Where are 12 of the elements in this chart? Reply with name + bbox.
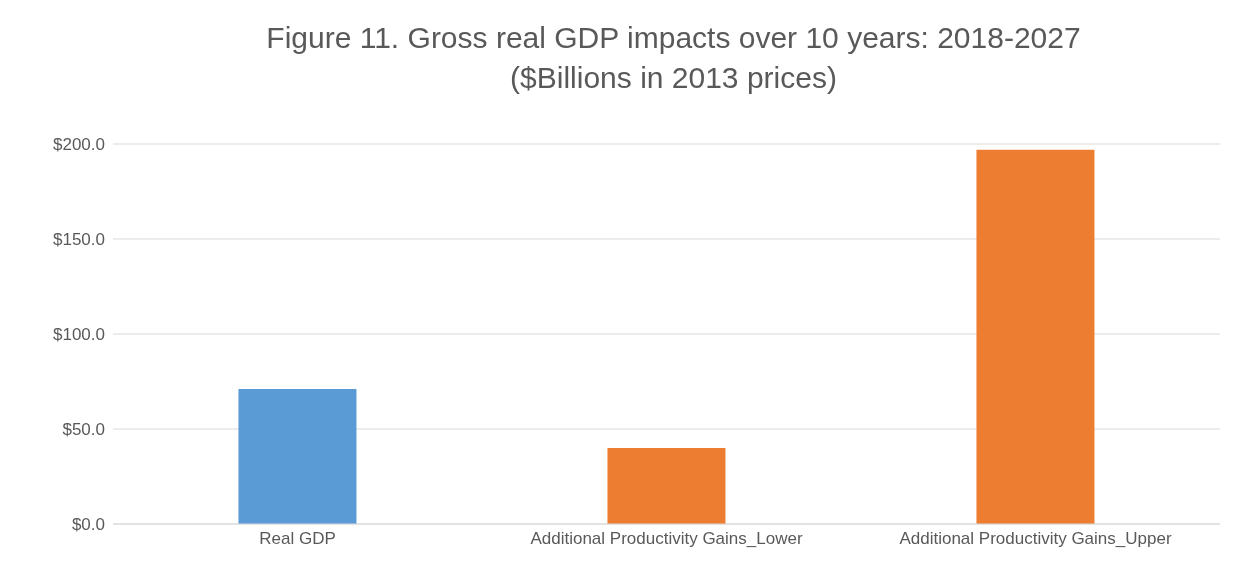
x-tick-label: Real GDP <box>259 529 336 549</box>
y-tick-label: $200.0 <box>53 135 105 155</box>
bar <box>607 448 726 524</box>
bar <box>976 149 1095 524</box>
x-tick-label: Additional Productivity Gains_Upper <box>899 529 1172 549</box>
y-tick-label: $100.0 <box>53 325 105 345</box>
chart-title: Figure 11. Gross real GDP impacts over 10 years: 2018-2027 ($Billions in 2013 prices) <box>265 20 1082 96</box>
y-tick-label: $150.0 <box>53 230 105 250</box>
x-tick-label: Additional Productivity Gains_Lower <box>530 529 803 549</box>
y-tick-label: $50.0 <box>62 420 105 440</box>
bar <box>238 389 357 524</box>
y-tick-label: $0.0 <box>71 515 105 535</box>
